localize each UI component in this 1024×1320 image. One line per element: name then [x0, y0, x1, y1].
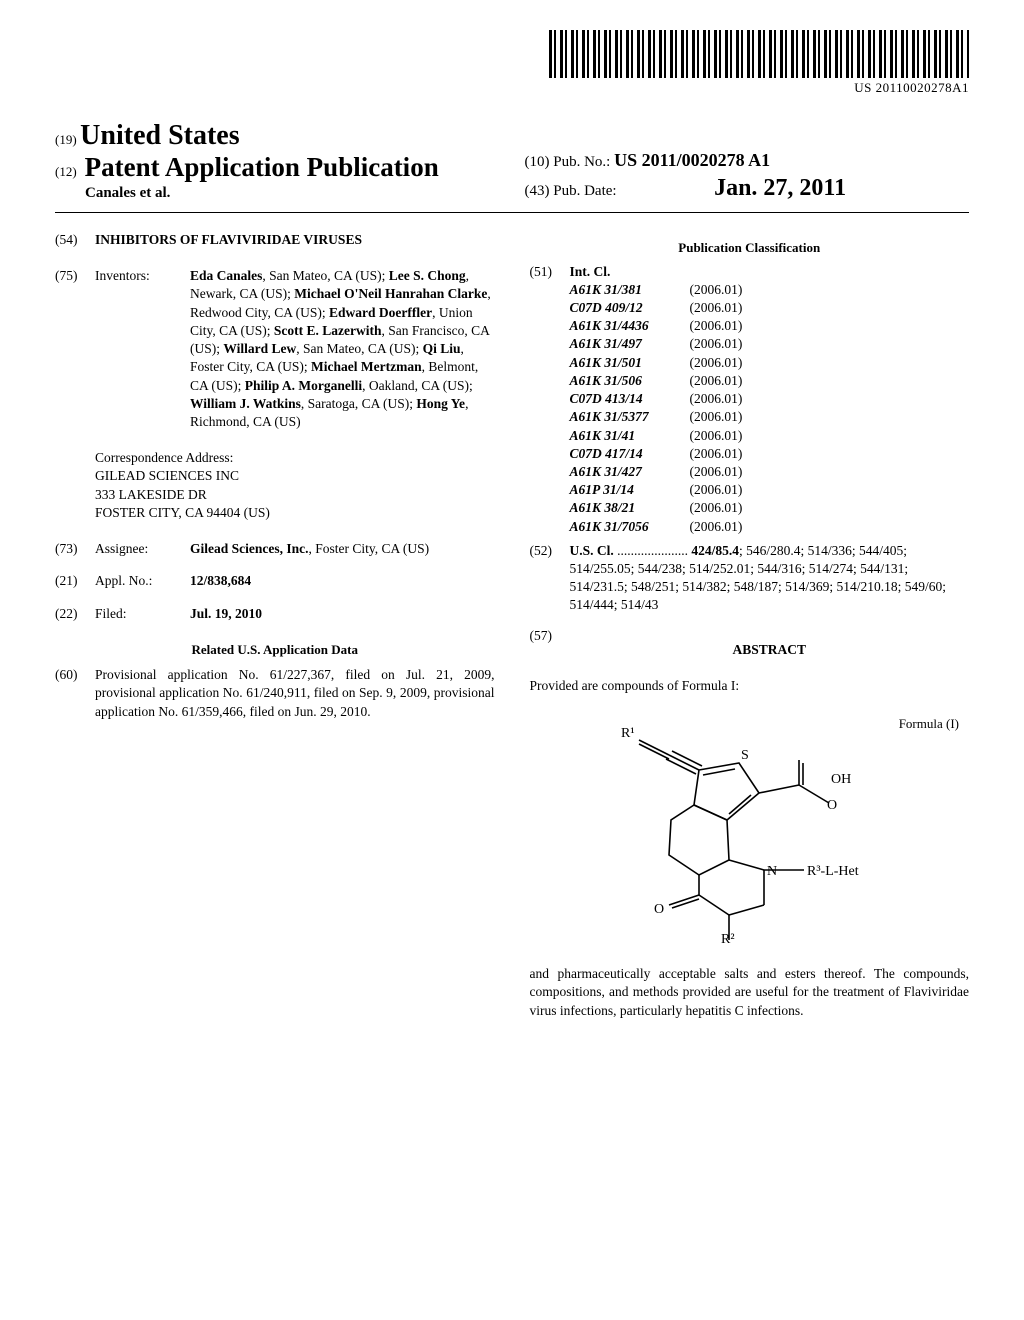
svg-text:R²: R² — [721, 932, 735, 945]
formula-label: Formula (I) — [899, 715, 959, 733]
right-column: Publication Classification (51) Int. Cl.… — [530, 231, 970, 1020]
pubdate-code: (43) — [525, 183, 550, 199]
header: (19) United States (12) Patent Applicati… — [55, 120, 969, 202]
pubno-code: (10) — [525, 154, 550, 170]
authors-line: Canales et al. — [85, 185, 170, 201]
body-columns: (54) INHIBITORS OF FLAVIVIRIDAE VIRUSES … — [55, 231, 969, 1020]
intcl-row: A61P 31/14(2006.01) — [570, 481, 970, 499]
country-name: United States — [80, 120, 239, 151]
barcode-graphic — [549, 30, 969, 78]
formula-svg: R¹ S OH O N O R² R³-L-Het — [599, 715, 899, 945]
inventors-code: (75) — [55, 267, 95, 431]
pubdate-label: Pub. Date: — [553, 183, 616, 199]
intcl-row: A61K 31/381(2006.01) — [570, 281, 970, 299]
filed-label: Filed: — [95, 605, 190, 623]
intcl-row: A61K 31/41(2006.01) — [570, 427, 970, 445]
applno-value: 12/838,684 — [190, 573, 251, 588]
corr-line2: 333 LAKESIDE DR — [95, 486, 495, 504]
inventor: Eda Canales, San Mateo, CA (US); — [190, 268, 389, 283]
intcl-row: A61K 31/5377(2006.01) — [570, 408, 970, 426]
left-column: (54) INHIBITORS OF FLAVIVIRIDAE VIRUSES … — [55, 231, 495, 1020]
uscl-lead: 424/85.4 — [691, 543, 739, 558]
chemical-formula: Formula (I) — [530, 715, 970, 945]
inventors-label: Inventors: — [95, 267, 190, 431]
svg-text:S: S — [741, 748, 749, 763]
inventors-list: Eda Canales, San Mateo, CA (US); Lee S. … — [190, 267, 495, 431]
intcl-row: A61K 31/4436(2006.01) — [570, 317, 970, 335]
intcl-row: A61K 31/497(2006.01) — [570, 335, 970, 353]
svg-text:R³-L-Het: R³-L-Het — [807, 864, 859, 879]
svg-text:O: O — [827, 798, 837, 813]
title-code: (54) — [55, 231, 95, 249]
applno-label: Appl. No.: — [95, 572, 190, 590]
barcode-text: US 20110020278A1 — [549, 80, 969, 96]
pubclass-heading: Publication Classification — [530, 239, 970, 257]
assignee-label: Assignee: — [95, 540, 190, 558]
intcl-row: A61K 31/427(2006.01) — [570, 463, 970, 481]
relapp-code: (60) — [55, 666, 95, 721]
pub-code: (12) — [55, 164, 77, 180]
barcode-region: US 20110020278A1 — [549, 30, 969, 96]
uscl-code: (52) — [530, 542, 570, 615]
intcl-row: A61K 31/506(2006.01) — [570, 372, 970, 390]
svg-text:R¹: R¹ — [621, 726, 635, 741]
intcl-row: A61K 31/501(2006.01) — [570, 354, 970, 372]
inventor: William J. Watkins, Saratoga, CA (US); — [190, 396, 416, 411]
publication-title: Patent Application Publication — [85, 152, 439, 183]
intcl-row: C07D 409/12(2006.01) — [570, 299, 970, 317]
relapp-text: Provisional application No. 61/227,367, … — [95, 666, 495, 721]
header-rule — [55, 212, 969, 213]
applno-code: (21) — [55, 572, 95, 590]
filed-code: (22) — [55, 605, 95, 623]
intcl-list: A61K 31/381(2006.01)C07D 409/12(2006.01)… — [570, 281, 970, 536]
abstract-line1: Provided are compounds of Formula I: — [530, 677, 970, 695]
inventor: Philip A. Morganelli, Oakland, CA (US); — [245, 378, 473, 393]
svg-text:OH: OH — [831, 772, 851, 787]
corr-line3: FOSTER CITY, CA 94404 (US) — [95, 504, 495, 522]
corr-label: Correspondence Address: — [95, 449, 495, 467]
relapp-heading: Related U.S. Application Data — [55, 641, 495, 659]
inventor: Willard Lew, San Mateo, CA (US); — [223, 341, 422, 356]
invention-title: INHIBITORS OF FLAVIVIRIDAE VIRUSES — [95, 231, 495, 249]
abstract-line2: and pharmaceutically acceptable salts an… — [530, 965, 970, 1020]
uscl-label: U.S. Cl. — [570, 543, 614, 558]
assignee-value: Gilead Sciences, Inc., Foster City, CA (… — [190, 540, 495, 558]
pubno-value: US 2011/0020278 A1 — [614, 150, 770, 170]
svg-text:N: N — [767, 864, 777, 879]
pubdate-value: Jan. 27, 2011 — [714, 175, 846, 201]
assignee-code: (73) — [55, 540, 95, 558]
intcl-row: C07D 417/14(2006.01) — [570, 445, 970, 463]
intcl-row: A61K 31/7056(2006.01) — [570, 518, 970, 536]
abstract-code: (57) — [530, 627, 570, 665]
intcl-code: (51) — [530, 263, 570, 536]
intcl-row: A61K 38/21(2006.01) — [570, 499, 970, 517]
intcl-label: Int. Cl. — [570, 263, 970, 281]
pubno-label: Pub. No.: — [553, 154, 610, 170]
svg-text:O: O — [654, 902, 664, 917]
filed-value: Jul. 19, 2010 — [190, 606, 262, 621]
corr-line1: GILEAD SCIENCES INC — [95, 467, 495, 485]
intcl-row: C07D 413/14(2006.01) — [570, 390, 970, 408]
abstract-heading: ABSTRACT — [570, 641, 970, 659]
auth-code: (19) — [55, 132, 77, 147]
